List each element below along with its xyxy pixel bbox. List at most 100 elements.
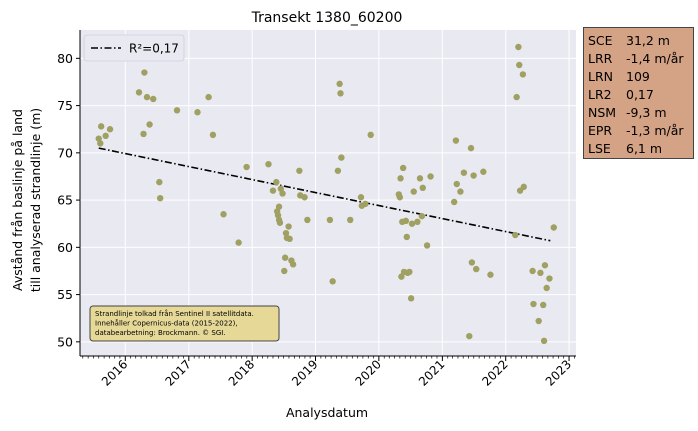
y-tick-label: 75 — [57, 98, 73, 113]
y-tick-label: 60 — [57, 240, 73, 255]
stat-row-lr2: LR2 0,17 — [588, 86, 693, 104]
data-point — [397, 175, 404, 182]
data-point — [338, 154, 345, 161]
stat-value: -1,3 m/år — [626, 123, 684, 138]
data-point — [408, 220, 416, 227]
data-point — [487, 271, 494, 278]
data-point — [427, 173, 434, 180]
data-point — [301, 194, 308, 201]
data-point — [141, 69, 148, 76]
statistics-box: SCE 31,2 m LRR -1,4 m/år LRN 109 LR2 0,17 NS… — [583, 27, 694, 159]
y-axis-label-line2: till analyserad strandlinje (m) — [28, 108, 43, 292]
data-point — [304, 216, 311, 224]
legend-box — [83, 34, 185, 62]
trendline-layer — [98, 147, 551, 242]
data-point — [286, 235, 293, 243]
data-point — [546, 275, 553, 282]
data-point — [468, 259, 476, 266]
annotation-line: databearbetning: Brockmann. © SGI. — [95, 329, 226, 337]
data-point — [414, 218, 421, 226]
data-point — [515, 43, 522, 51]
x-tick-label: 2017 — [162, 357, 193, 388]
x-tick-label: 2023 — [543, 357, 574, 388]
data-point — [265, 160, 272, 168]
data-point — [296, 167, 303, 174]
data-point — [419, 184, 426, 192]
data-point — [530, 300, 537, 308]
data-point — [537, 269, 544, 277]
legend: R²=0,17 — [83, 34, 185, 62]
data-point — [235, 239, 242, 246]
x-tick-label: 2020 — [352, 357, 383, 388]
data-point — [326, 216, 334, 224]
stat-row-nsm: NSM -9,3 m — [588, 104, 693, 122]
data-point — [403, 233, 410, 241]
data-point — [336, 80, 343, 88]
data-point — [281, 267, 288, 275]
data-point — [150, 95, 157, 103]
stat-key: NSM — [588, 105, 617, 120]
y-tick-label: 70 — [57, 145, 73, 160]
y-tick-label: 65 — [57, 193, 73, 208]
data-point — [467, 144, 475, 152]
data-point — [279, 190, 286, 197]
stat-row-epr: EPR -1,3 m/år — [588, 122, 693, 140]
data-point — [450, 198, 458, 206]
stat-value: 109 — [626, 69, 650, 84]
legend-trendline-label: R²=0,17 — [129, 42, 179, 56]
annotation-line: Innehåller Copernicus-data (2015-2022), — [95, 319, 238, 328]
annotation-box — [89, 305, 280, 342]
data-point — [97, 140, 104, 147]
data-point — [406, 268, 413, 276]
source-annotation: Strandlinje tolkad från Sentinel II sate… — [89, 305, 280, 342]
stat-value: -1,4 m/år — [626, 51, 684, 66]
data-point — [423, 242, 431, 249]
stat-row-lrr: LRR -1,4 m/år — [588, 50, 693, 68]
data-point — [334, 167, 342, 174]
stat-key: LRR — [588, 51, 613, 66]
data-point — [396, 194, 404, 201]
data-point — [156, 194, 164, 202]
data-point — [473, 265, 480, 273]
data-point — [541, 262, 549, 269]
annotation-text: Strandlinje tolkad från Sentinel II sate… — [95, 309, 254, 337]
stat-value: 0,17 — [626, 87, 654, 102]
y-tick-label: 80 — [57, 51, 73, 66]
data-point — [416, 175, 424, 182]
data-point — [146, 121, 153, 128]
stat-value: 6,1 m — [626, 141, 663, 156]
data-point — [452, 137, 460, 144]
data-point — [398, 273, 405, 280]
x-tick-label: 2022 — [479, 357, 510, 388]
data-point — [273, 178, 280, 186]
data-point — [282, 229, 290, 237]
data-point — [540, 337, 548, 345]
data-point — [347, 216, 354, 224]
data-point — [513, 93, 520, 101]
data-point — [194, 109, 201, 116]
data-point — [243, 163, 250, 171]
data-point — [529, 267, 536, 275]
data-point — [516, 61, 523, 69]
stat-row-sce: SCE 31,2 m — [588, 32, 693, 50]
data-point — [399, 164, 407, 172]
data-point — [269, 187, 277, 194]
stat-key: LR2 — [588, 87, 612, 102]
data-point — [480, 168, 487, 175]
x-tick-label: 2018 — [226, 357, 257, 388]
data-points — [95, 43, 557, 345]
data-point — [453, 180, 460, 188]
y-tick-label: 50 — [57, 334, 73, 349]
data-point — [410, 188, 417, 195]
y-axis-label-line1: Avstånd från baslinje på land — [10, 109, 25, 291]
annotation-line: Strandlinje tolkad från Sentinel II sate… — [95, 309, 254, 318]
data-point — [543, 284, 550, 292]
data-point — [539, 301, 547, 309]
data-point — [156, 178, 163, 186]
data-point — [289, 261, 297, 268]
data-point — [362, 200, 369, 208]
data-point — [275, 203, 283, 210]
plot-area — [80, 30, 576, 356]
data-point — [470, 172, 477, 179]
data-point — [512, 231, 519, 239]
